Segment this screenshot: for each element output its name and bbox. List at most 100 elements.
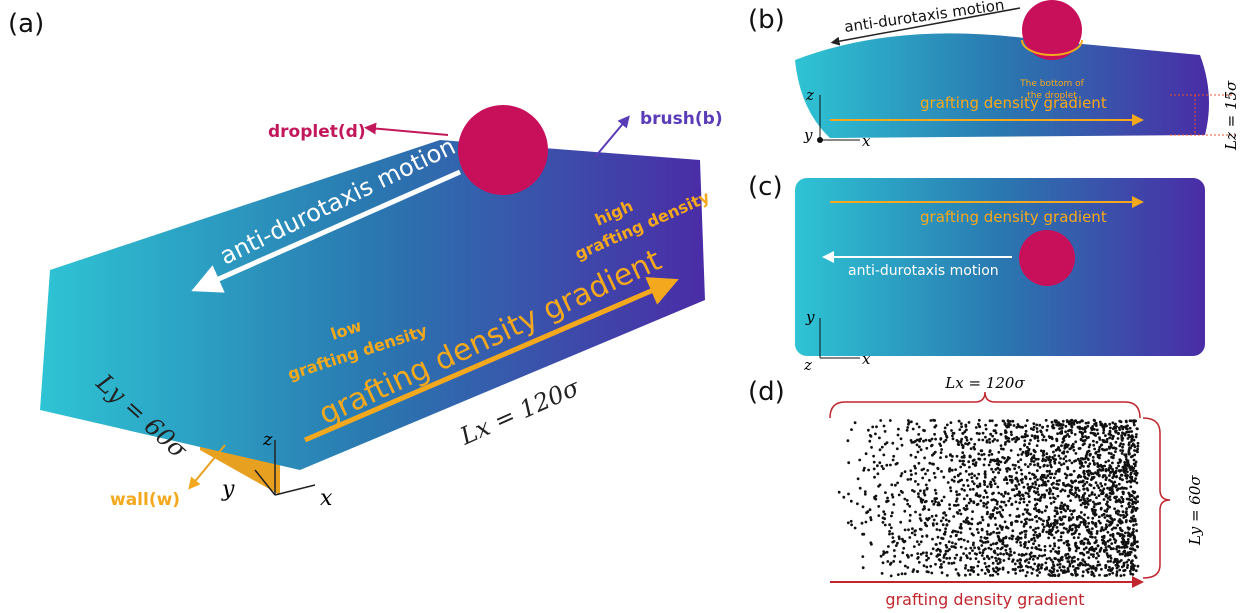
graft-dot — [977, 531, 980, 534]
graft-dot — [981, 528, 984, 531]
graft-dot — [916, 557, 919, 560]
graft-dot — [990, 468, 993, 471]
graft-dot — [1096, 552, 1099, 555]
graft-dot — [972, 488, 975, 491]
graft-dot — [1130, 494, 1133, 497]
graft-dot — [1025, 518, 1028, 521]
graft-dot — [934, 476, 937, 479]
graft-dot — [1071, 462, 1074, 465]
graft-dot — [1097, 464, 1100, 467]
graft-dot — [977, 453, 980, 456]
graft-dot — [906, 499, 909, 502]
graft-dot — [1098, 494, 1101, 497]
graft-dot — [1012, 558, 1015, 561]
graft-dot — [1104, 434, 1107, 437]
graft-dot — [977, 573, 980, 576]
graft-dot — [1066, 484, 1069, 487]
graft-dot — [995, 560, 998, 563]
graft-dot — [920, 540, 923, 543]
graft-dot — [934, 438, 937, 441]
graft-dot — [1096, 429, 1099, 432]
ly-label: Ly = 60σ — [1186, 475, 1204, 546]
graft-dot — [1115, 467, 1118, 470]
graft-dot — [950, 429, 953, 432]
graft-dot — [1132, 520, 1135, 523]
graft-dot — [982, 496, 985, 499]
graft-dot — [1123, 574, 1126, 577]
graft-dot — [1105, 495, 1108, 498]
graft-dot — [985, 491, 988, 494]
graft-dot — [1135, 523, 1138, 526]
graft-dot — [1101, 490, 1104, 493]
graft-dot — [931, 538, 934, 541]
origin — [817, 137, 823, 143]
graft-dot — [988, 454, 991, 457]
graft-dot — [976, 565, 979, 568]
graft-dot — [999, 505, 1002, 508]
graft-dot — [1110, 456, 1113, 459]
graft-dot — [984, 424, 987, 427]
graft-dot — [1106, 508, 1109, 511]
graft-dot — [1123, 471, 1126, 474]
graft-dot — [1134, 498, 1137, 501]
graft-dot — [1067, 567, 1070, 570]
graft-dot — [884, 524, 887, 527]
graft-dot — [1046, 557, 1049, 560]
graft-dot — [1039, 499, 1042, 502]
graft-dot — [1019, 498, 1022, 501]
graft-dot — [1097, 450, 1100, 453]
graft-dot — [925, 554, 928, 557]
graft-dot — [1030, 453, 1033, 456]
graft-dot — [983, 464, 986, 467]
graft-dot — [1033, 486, 1036, 489]
graft-dot — [847, 439, 850, 442]
graft-dot — [942, 517, 945, 520]
graft-dot — [1137, 445, 1140, 448]
graft-dot — [965, 554, 968, 557]
graft-dot — [938, 503, 941, 506]
graft-dot — [962, 445, 965, 448]
graft-dot — [1036, 469, 1039, 472]
graft-dot — [1106, 552, 1109, 555]
graft-dot — [1103, 498, 1106, 501]
graft-dot — [1098, 502, 1101, 505]
graft-dot — [1095, 547, 1098, 550]
graft-dot — [978, 419, 981, 422]
graft-dot — [986, 530, 989, 533]
graft-dot — [1060, 532, 1063, 535]
graft-dot — [1036, 427, 1039, 430]
graft-dot — [1097, 469, 1100, 472]
graft-dot — [1098, 457, 1101, 460]
graft-dot — [1055, 438, 1058, 441]
graft-dot — [952, 432, 955, 435]
graft-dot — [882, 521, 885, 524]
graft-dot — [850, 428, 853, 431]
graft-dot — [1023, 443, 1026, 446]
graft-dot — [1094, 509, 1097, 512]
graft-dot — [1030, 460, 1033, 463]
graft-dot — [972, 566, 975, 569]
graft-dot — [895, 463, 898, 466]
graft-dot — [965, 436, 968, 439]
graft-dot — [1022, 569, 1025, 572]
graft-dot — [1087, 473, 1090, 476]
graft-dot — [1059, 507, 1062, 510]
graft-dot — [958, 428, 961, 431]
graft-dot — [1004, 435, 1007, 438]
graft-dot — [903, 541, 906, 544]
graft-dot — [1122, 466, 1125, 469]
graft-dot — [1062, 504, 1065, 507]
graft-dot — [1133, 439, 1136, 442]
graft-dot — [1133, 491, 1136, 494]
graft-dot — [859, 487, 862, 490]
graft-dot — [957, 572, 960, 575]
graft-dot — [1122, 510, 1125, 513]
graft-dot — [1019, 569, 1022, 572]
graft-dot — [996, 458, 999, 461]
graft-dot — [1001, 528, 1004, 531]
graft-dot — [968, 552, 971, 555]
graft-dot — [893, 555, 896, 558]
graft-dot — [939, 456, 942, 459]
graft-dot — [982, 505, 985, 508]
graft-dot — [1064, 515, 1067, 518]
